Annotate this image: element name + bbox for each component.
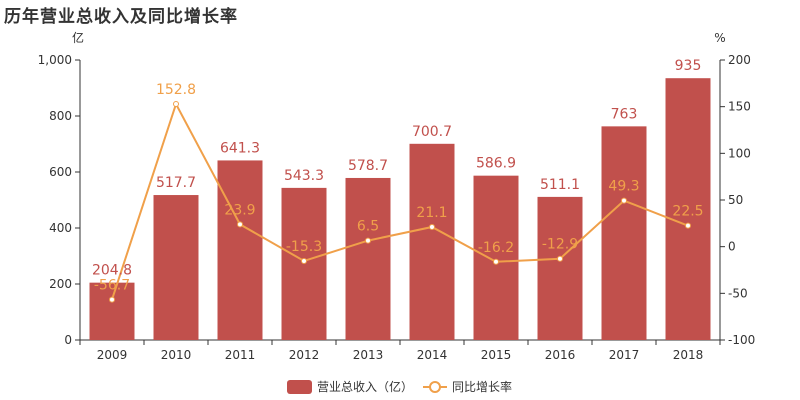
line-value-label: -12.9 (542, 237, 578, 253)
x-axis-tick-label: 2014 (417, 348, 448, 362)
bar-value-label: 586.9 (476, 156, 516, 172)
bar (345, 177, 391, 340)
line-value-label: 152.8 (156, 82, 196, 98)
bar-value-label: 543.3 (284, 168, 324, 184)
x-axis-tick-label: 2016 (545, 348, 576, 362)
left-axis-tick-label: 0 (64, 333, 72, 347)
line-point (685, 222, 691, 229)
bar (89, 282, 135, 340)
x-axis-tick-label: 2015 (481, 348, 512, 362)
bar (665, 78, 711, 340)
line-point (237, 221, 243, 228)
bar-value-label: 517.7 (156, 175, 196, 191)
line-point (493, 258, 499, 265)
legend-bar-swatch (287, 380, 312, 394)
x-axis-tick-label: 2010 (161, 348, 192, 362)
line-point (301, 257, 307, 264)
line-point (621, 197, 627, 204)
right-axis-tick-label: -50 (728, 286, 748, 300)
bar-value-label: 578.7 (348, 158, 388, 174)
right-axis-tick-label: 0 (728, 240, 736, 254)
right-axis-unit: % (714, 31, 725, 45)
left-axis-unit: 亿 (72, 30, 84, 45)
line-value-label: 49.3 (608, 179, 639, 195)
bar (217, 160, 263, 340)
line-point (173, 101, 179, 108)
bar (537, 196, 583, 340)
x-axis-tick-label: 2017 (609, 348, 640, 362)
bar-value-label: 700.7 (412, 124, 452, 140)
left-axis-tick-label: 200 (49, 277, 72, 291)
right-axis-tick-label: 50 (728, 193, 743, 207)
x-axis-tick-label: 2018 (673, 348, 704, 362)
line-value-label: -56.7 (94, 278, 130, 294)
line-point (109, 296, 115, 303)
bar-value-label: 935 (675, 58, 702, 74)
bar-value-label: 511.1 (540, 177, 580, 193)
x-axis-tick-label: 2011 (225, 348, 256, 362)
bar-value-label: 641.3 (220, 140, 260, 156)
bar (473, 175, 519, 340)
x-axis-tick-label: 2013 (353, 348, 384, 362)
line-value-label: -15.3 (286, 239, 322, 255)
legend: 营业总收入（亿） 同比增长率 (287, 379, 512, 394)
line-point (429, 223, 435, 230)
line-value-label: 23.9 (224, 202, 255, 218)
right-axis-tick-label: 200 (728, 53, 751, 67)
left-axis-tick-label: 1,000 (38, 53, 72, 67)
bar (153, 195, 199, 340)
left-axis-tick-label: 800 (49, 109, 72, 123)
legend-bar-label: 营业总收入（亿） (317, 379, 413, 394)
bar-value-label: 204.8 (92, 263, 132, 279)
right-axis-tick-label: 150 (728, 100, 751, 114)
bar (409, 143, 455, 340)
right-axis-tick-label: 100 (728, 146, 751, 160)
bar-value-label: 763 (611, 106, 638, 122)
chart-title: 历年营业总收入及同比增长率 (4, 7, 238, 27)
data-labels: 204.8 517.7 641.3 543.3 578.7 700.7 586.9 511.1… (92, 58, 704, 293)
line-value-label: 22.5 (672, 204, 703, 220)
line-point (365, 237, 371, 244)
line-value-label: 6.5 (357, 219, 379, 235)
legend-line-marker (429, 381, 441, 393)
bar (601, 126, 647, 340)
left-axis-tick-label: 600 (49, 165, 72, 179)
legend-line-label: 同比增长率 (452, 379, 512, 394)
growth-line (111, 101, 689, 300)
line-value-label: -16.2 (478, 240, 514, 256)
right-axis-tick-label: -100 (728, 333, 755, 347)
line-point (557, 255, 563, 262)
left-axis-tick-label: 400 (49, 221, 72, 235)
line-value-label: 21.1 (416, 205, 447, 221)
x-axis-tick-label: 2012 (289, 348, 320, 362)
line-series (109, 101, 691, 303)
x-axis-tick-label: 2009 (97, 348, 128, 362)
